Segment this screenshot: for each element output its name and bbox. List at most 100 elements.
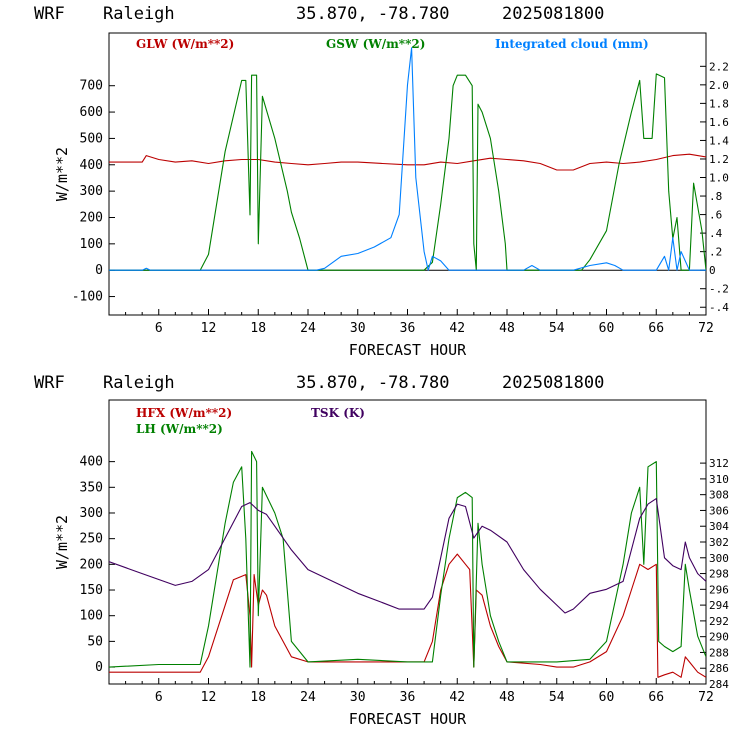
y-tick-label: 300 [80,184,103,199]
header-model: WRF [34,373,65,393]
header-site: Raleigh [103,373,175,393]
x-tick-label: 18 [250,690,266,705]
y2-tick-label: 1.6 [709,116,729,129]
y-tick-label: 350 [80,480,103,495]
y-tick-label: 0 [95,660,103,675]
y2-tick-label: 296 [709,583,729,596]
y2-tick-label: 286 [709,662,729,675]
y2-tick-label: 292 [709,615,729,628]
x-tick-label: 60 [599,690,615,705]
x-axis-label: FORECAST HOUR [349,341,467,359]
plot-frame [108,32,707,316]
plot-frame [108,399,707,685]
x-tick-label: 72 [698,690,714,705]
x-tick-label: 36 [400,321,416,336]
x-tick-label: 6 [155,321,163,336]
y-tick-label: 400 [80,158,103,173]
x-tick-label: 72 [698,321,714,336]
x-tick-label: 42 [449,690,465,705]
header-site: Raleigh [103,4,175,24]
series-line-tsk [109,498,706,614]
y-tick-label: 0 [95,263,103,278]
y2-tick-label: .4 [709,227,723,240]
header-init-time: 2025081800 [502,4,604,24]
series-line-hfx [109,553,706,678]
y-tick-label: 200 [80,210,103,225]
y-tick-label: 600 [80,105,103,120]
y-tick-label: 150 [80,583,103,598]
y2-tick-label: 1.8 [709,97,729,110]
series-line-glw [109,153,706,171]
y2-tick-label: 294 [709,599,729,612]
y2-tick-label: 288 [709,646,729,659]
y2-tick-label: 290 [709,631,729,644]
x-tick-label: 30 [350,690,366,705]
x-tick-label: 6 [155,690,163,705]
series-group [109,47,706,271]
y-tick-label: 50 [87,634,103,649]
series-line-gsw [109,73,706,271]
series-group [109,450,706,678]
y2-tick-label: 308 [709,489,729,502]
legend-entry-hfx: HFX (W/m**2) [136,406,232,420]
panel-1: WRF Raleigh 35.870, -78.780 2025081800 6 12 18… [34,4,729,359]
y2-tick-label: -.2 [709,283,729,296]
header-init-time: 2025081800 [502,373,604,393]
y2-tick-label: 310 [709,473,729,486]
legend-entry-tsk: TSK (K) [311,406,365,420]
y-axis-label: W/m**2 [53,515,71,569]
y-tick-label: 100 [80,609,103,624]
y2-tick-label: 2.2 [709,60,729,73]
y-tick-label: 100 [80,237,103,252]
y2-tick-label: .8 [709,190,722,203]
x-axis-label: FORECAST HOUR [349,710,467,728]
x-tick-label: 60 [599,321,615,336]
y2-tick-label: 1.0 [709,172,729,185]
x-tick-label: 12 [201,690,217,705]
legend-entry-glw: GLW (W/m**2) [136,37,234,51]
x-tick-label: 18 [250,321,266,336]
y-tick-label: 400 [80,455,103,470]
legend-entry-gsw: GSW (W/m**2) [326,37,425,51]
x-tick-label: 54 [549,321,565,336]
x-tick-label: 42 [449,321,465,336]
y2-tick-label: .6 [709,209,722,222]
y-tick-label: -100 [72,290,103,305]
y-tick-label: 250 [80,532,103,547]
y2-tick-label: 298 [709,568,729,581]
y2-tick-label: 306 [709,504,729,517]
x-tick-label: 12 [201,321,217,336]
header-coords: 35.870, -78.780 [296,373,450,393]
y2-tick-label: 312 [709,457,729,470]
y2-tick-label: 1.2 [709,153,729,166]
x-tick-label: 48 [499,690,515,705]
x-tick-label: 24 [300,690,316,705]
y2-tick-label: .2 [709,246,722,259]
y2-tick-label: 0 [709,264,716,277]
y-tick-label: 500 [80,131,103,146]
y2-tick-label: 300 [709,552,729,565]
header-coords: 35.870, -78.780 [296,4,450,24]
y-tick-label: 700 [80,79,103,94]
y2-tick-label: -.4 [709,301,729,314]
y2-tick-label: 1.4 [709,134,729,147]
series-line-integrated [109,47,706,271]
legend-entry-lh: LH (W/m**2) [136,422,223,436]
y-tick-label: 300 [80,506,103,521]
y-axis-label: W/m**2 [53,147,71,201]
y2-tick-label: 304 [709,520,729,533]
y-tick-label: 200 [80,557,103,572]
x-tick-label: 30 [350,321,366,336]
x-tick-label: 24 [300,321,316,336]
legend-entry-integrated: Integrated cloud (mm) [495,37,649,51]
x-tick-label: 66 [648,690,664,705]
y2-tick-label: 2.0 [709,79,729,92]
x-tick-label: 48 [499,321,515,336]
x-tick-label: 36 [400,690,416,705]
x-tick-label: 66 [648,321,664,336]
y2-tick-label: 284 [709,678,729,691]
x-tick-label: 54 [549,690,565,705]
header-model: WRF [34,4,65,24]
panel-2: WRF Raleigh 35.870, -78.780 2025081800 6 12 18… [34,373,729,728]
